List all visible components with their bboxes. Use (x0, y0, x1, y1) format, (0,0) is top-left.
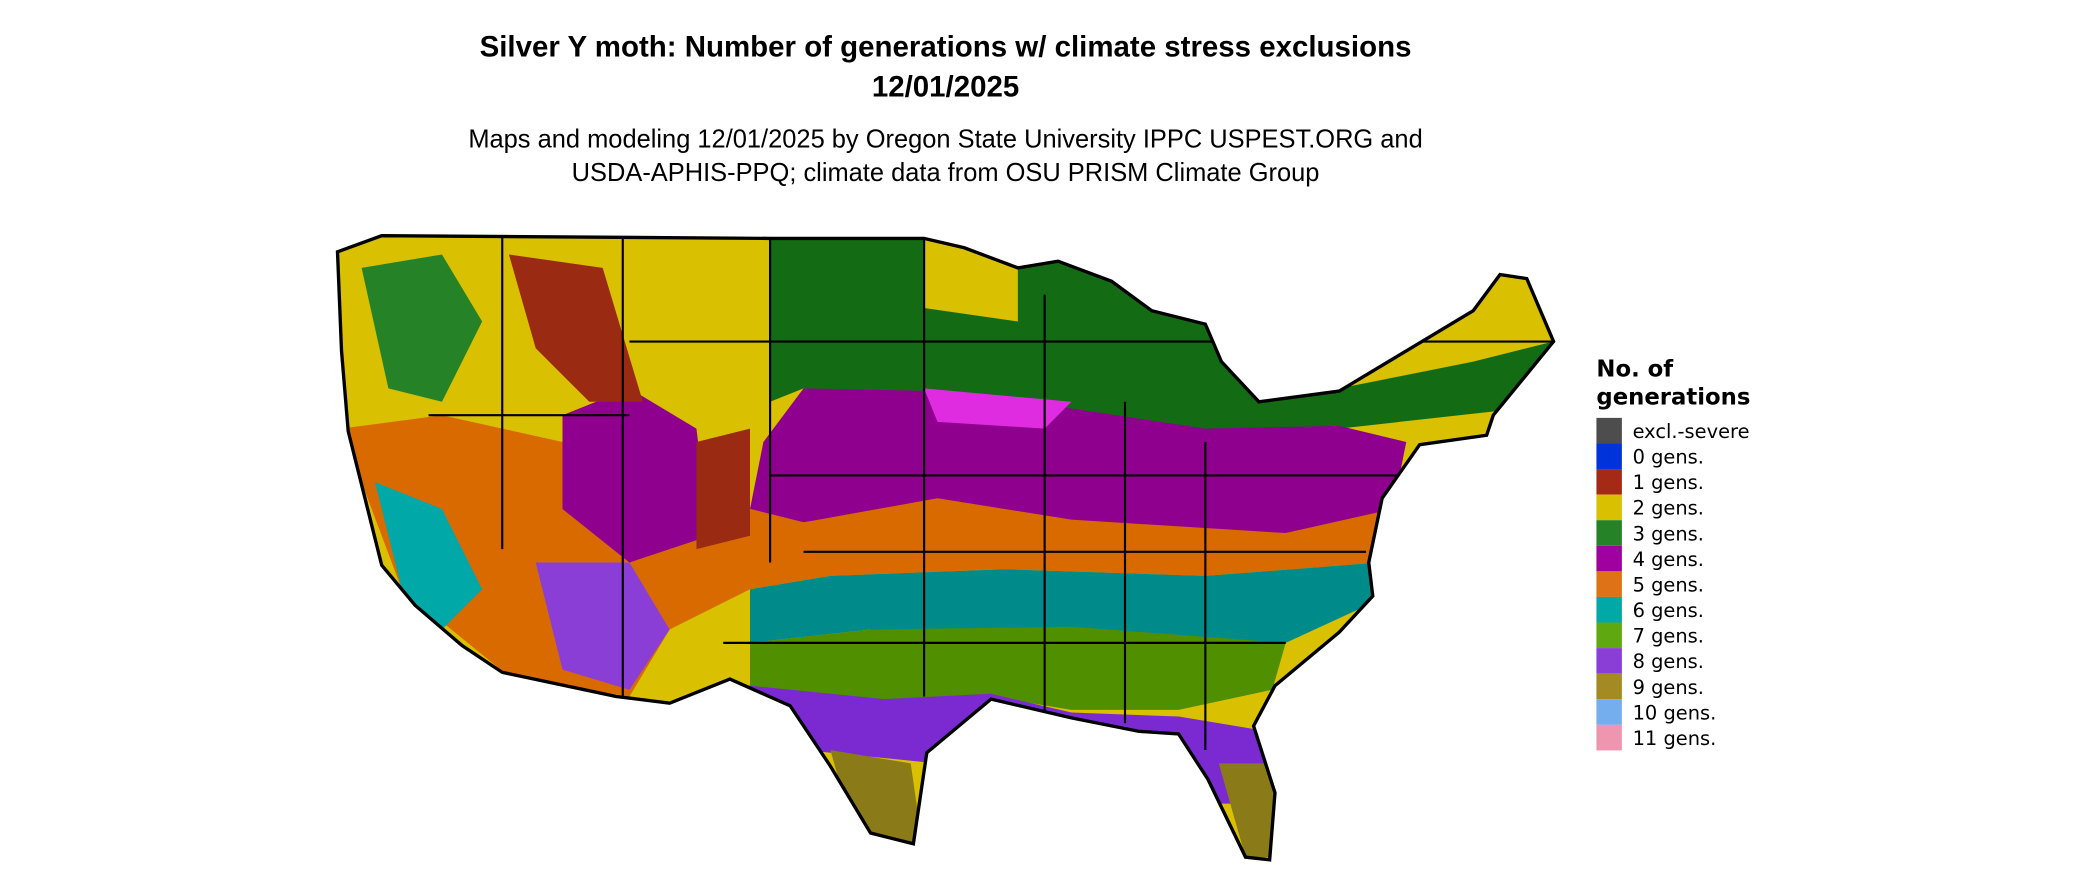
map-date: 12/01/2025 (872, 70, 1019, 103)
legend-label: excl.-severe (1633, 420, 1750, 443)
legend-swatch (1596, 699, 1622, 725)
zone-9-gens-texas (830, 750, 925, 858)
legend-label: 11 gens. (1633, 727, 1717, 750)
zone-9-gens-florida (1218, 763, 1280, 858)
zone-5-gens (750, 498, 1393, 590)
generation-raster (337, 235, 1554, 860)
map-subtitle-1: Maps and modeling 12/01/2025 by Oregon S… (468, 125, 1422, 153)
legend-label: 1 gens. (1633, 471, 1704, 494)
legend-label: 3 gens. (1633, 522, 1704, 545)
legend-swatch (1596, 469, 1622, 495)
legend-swatch (1596, 443, 1622, 470)
zone-2-gens-mn (924, 235, 1018, 322)
zone-2-gens-northeast (1339, 235, 1554, 389)
legend-title-2: generations (1596, 384, 1750, 410)
zone-4-gens (750, 388, 1407, 536)
legend: excl.-severe 0 gens.1 gens. 2 gens.3 gens.… (1596, 417, 1750, 751)
legend-label: 10 gens. (1633, 701, 1717, 724)
state-borders (428, 235, 1554, 751)
map-title: Silver Y moth: Number of generations w/ … (480, 30, 1412, 63)
zone-1-gens-colorado (696, 428, 750, 550)
legend-label: 5 gens. (1633, 573, 1704, 596)
zone-6-gens-west (375, 482, 483, 630)
legend-label: 9 gens. (1633, 676, 1704, 699)
legend-swatch (1596, 571, 1622, 597)
legend-label: 4 gens. (1633, 548, 1704, 571)
legend-swatch (1596, 673, 1622, 700)
legend-title-1: No. of (1596, 356, 1674, 382)
map-subtitle-2: USDA-APHIS-PPQ; climate data from OSU PR… (572, 159, 1320, 187)
legend-swatch (1596, 494, 1622, 521)
legend-label: 7 gens. (1633, 625, 1704, 648)
zone-1-gens-rockies (508, 254, 643, 402)
legend-label: 0 gens. (1633, 446, 1704, 469)
zone-6-gens (750, 562, 1380, 643)
legend-label: 6 gens. (1633, 599, 1704, 622)
zone-7-gens (750, 626, 1286, 710)
legend-swatch (1596, 648, 1622, 674)
legend-label: 8 gens. (1633, 650, 1704, 673)
legend-swatch (1596, 622, 1622, 649)
zone-4-gens-west (562, 388, 710, 563)
zone-3-gens-northwest (361, 254, 483, 402)
legend-swatch (1596, 724, 1622, 751)
legend-swatch (1596, 417, 1622, 444)
legend-swatch (1596, 545, 1622, 572)
legend-swatch (1596, 520, 1622, 546)
legend-label: 2 gens. (1633, 497, 1704, 520)
zone-8-gens-west (535, 562, 670, 690)
legend-swatch (1596, 596, 1622, 623)
